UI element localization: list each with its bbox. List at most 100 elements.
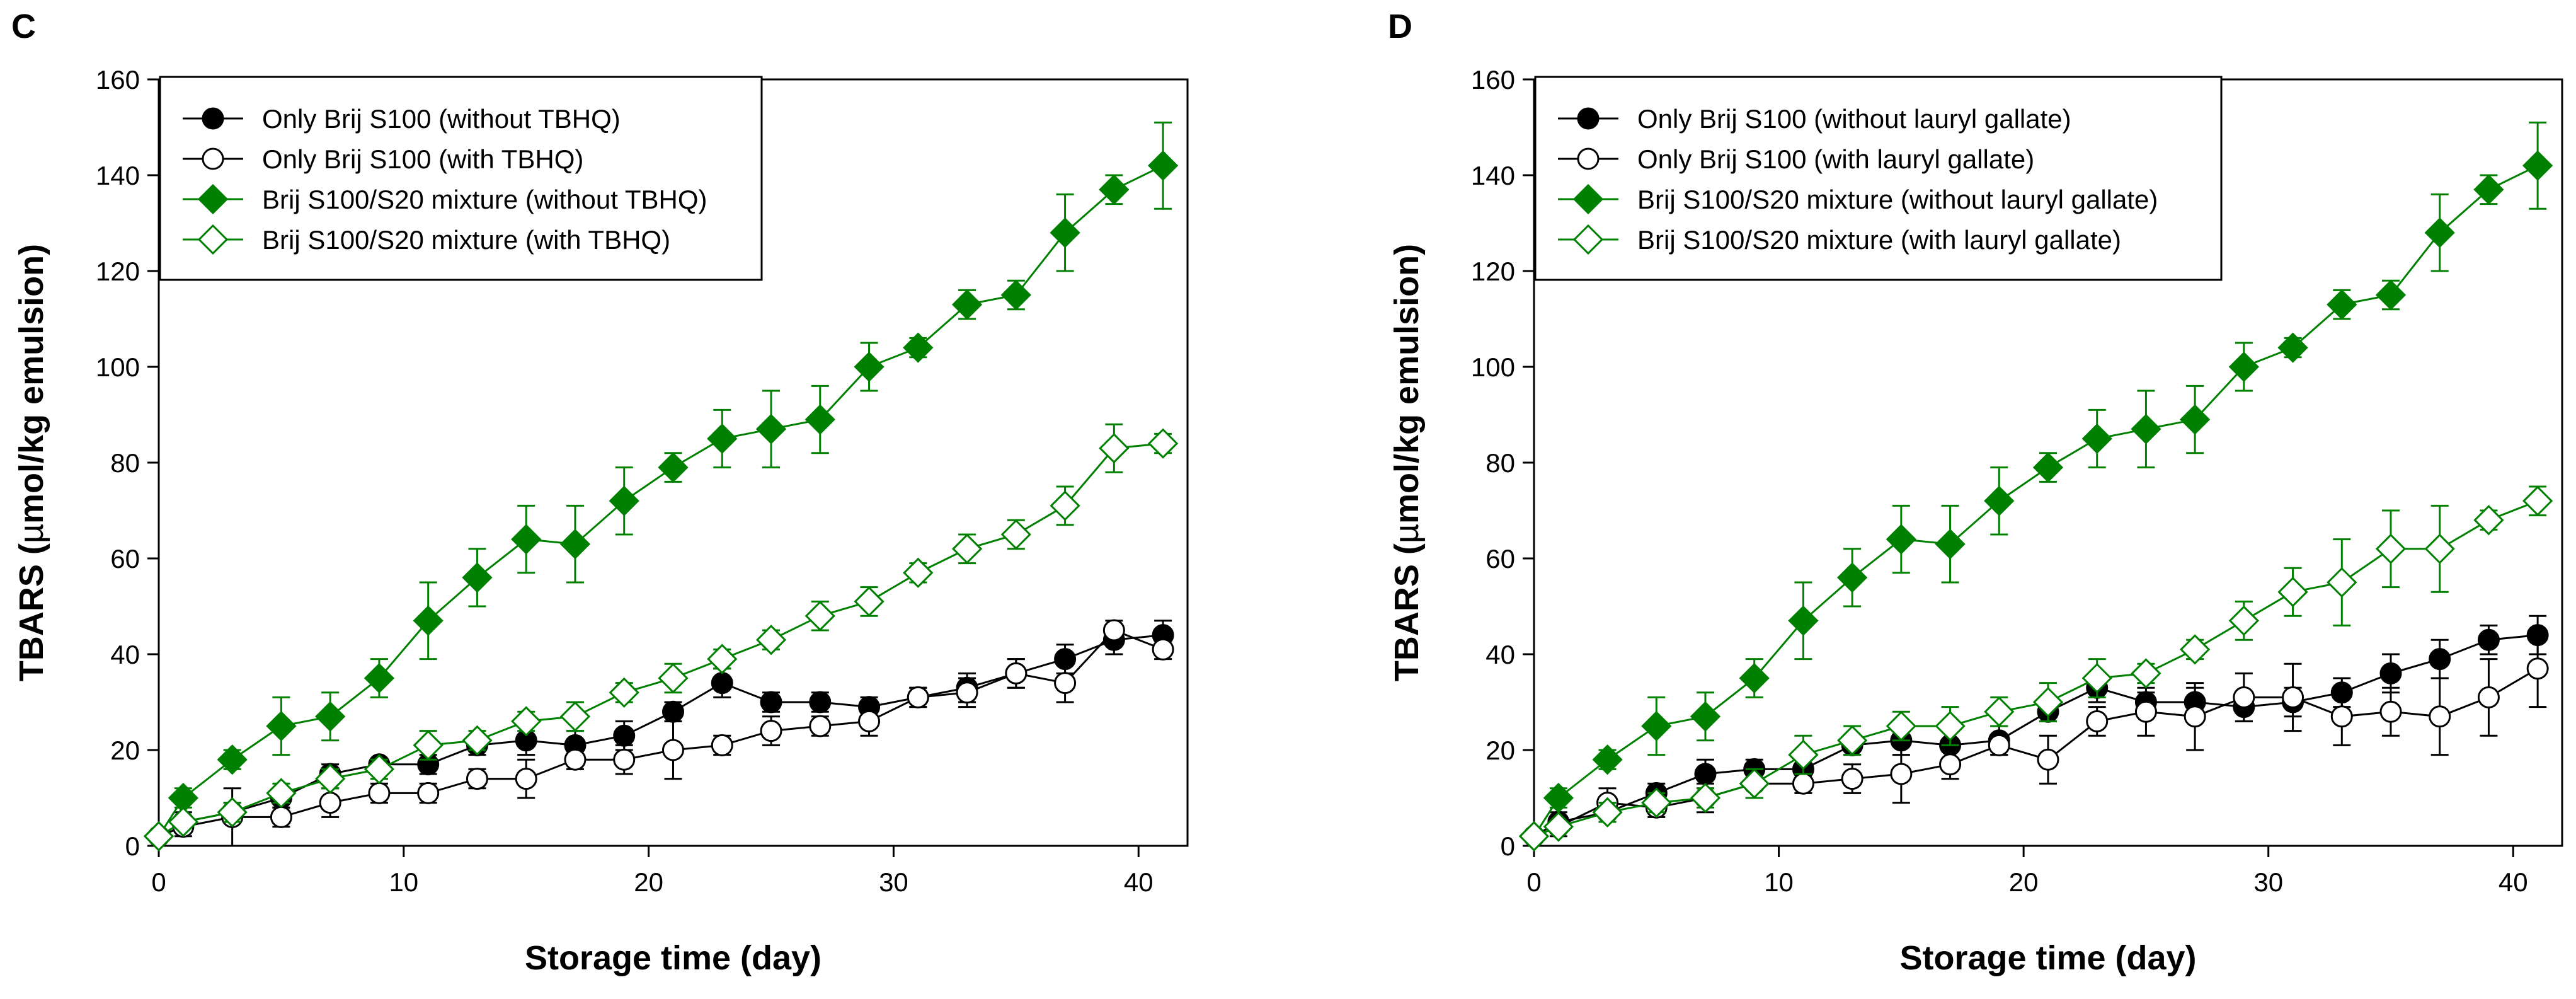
data-point (2473, 505, 2504, 536)
y-axis-title-mu: µ (1388, 524, 1426, 543)
data-point (2282, 686, 2304, 708)
legend-swatch-marker (197, 183, 229, 215)
data-point (711, 672, 733, 695)
data-point (1886, 524, 1916, 555)
series-1 (1523, 615, 2549, 848)
data-point (1050, 490, 1080, 521)
data-point (364, 662, 395, 694)
data-point (1050, 217, 1080, 248)
data-point (2233, 686, 2255, 708)
y-tick-label: 140 (96, 161, 140, 190)
legend-entry-label: Only Brij S100 (with lauryl gallate) (1637, 144, 2034, 174)
data-point (1690, 782, 1721, 814)
data-point (658, 452, 689, 483)
data-point (466, 768, 488, 790)
data-point (2379, 700, 2402, 723)
y-tick-label: 0 (125, 831, 140, 861)
y-tick-label: 20 (110, 736, 140, 765)
legend: Only Brij S100 (without TBHQ) Only Brij S… (159, 76, 763, 281)
data-point (903, 557, 934, 588)
data-point (755, 625, 787, 655)
data-point (2131, 658, 2161, 689)
legend-swatch-marker (1572, 224, 1604, 255)
legend-entry-label: Only Brij S100 (with TBHQ) (262, 144, 583, 174)
y-tick-label: 40 (110, 640, 140, 669)
data-point (1543, 782, 1574, 814)
data-point (1788, 739, 1819, 770)
series-line (1533, 500, 2538, 838)
y-tick-label: 100 (1471, 352, 1515, 382)
y-tick-label: 80 (110, 448, 140, 478)
data-point (711, 734, 733, 756)
data-point (1984, 485, 2015, 516)
data-point (266, 778, 297, 809)
y-axis-title-prefix: TBARS ( (13, 543, 50, 681)
y-tick-label: 120 (1471, 257, 1515, 286)
data-point (1641, 787, 1672, 818)
legend-entry-label: Brij S100/S20 mixture (without TBHQ) (262, 185, 707, 214)
data-point (2086, 710, 2109, 732)
data-point (1694, 763, 1717, 785)
legend-entry-label: Only Brij S100 (without lauryl gallate) (1637, 104, 2071, 134)
y-axis-title-suffix: mol/kg emulsion) (1388, 244, 1426, 524)
data-point (2375, 533, 2407, 564)
data-point (1886, 710, 1916, 742)
data-point (707, 644, 738, 674)
y-tick-label: 0 (1501, 831, 1515, 861)
data-point (1792, 772, 1814, 795)
x-tick-label: 20 (634, 867, 663, 897)
data-point (2330, 705, 2353, 728)
y-tick-label: 140 (1471, 161, 1515, 190)
y-tick-label: 160 (96, 65, 140, 95)
data-point (1592, 744, 1623, 775)
series-line (157, 165, 1164, 837)
data-point (1837, 562, 1868, 593)
data-point (804, 601, 835, 632)
data-point (462, 562, 493, 593)
panel-label: D (1388, 8, 1412, 45)
x-tick-label: 0 (1526, 867, 1541, 897)
data-point (2131, 413, 2161, 444)
y-tick-label: 100 (96, 352, 140, 382)
legend-box (159, 76, 763, 281)
legend-swatch-marker (1572, 183, 1604, 215)
data-point (559, 701, 591, 732)
legend-entry-label: Brij S100/S20 mixture (with TBHQ) (262, 225, 670, 255)
data-point (2477, 628, 2500, 651)
data-point (1841, 768, 1863, 790)
data-point (2429, 705, 2451, 728)
data-point (2327, 567, 2357, 598)
data-point (2032, 452, 2064, 483)
data-point (2184, 705, 2206, 728)
data-point (2327, 289, 2357, 320)
y-axis-title: TBARS (µmol/kg emulsion) (1388, 244, 1426, 681)
data-point (854, 351, 884, 383)
data-point (613, 724, 636, 747)
data-point (143, 821, 175, 852)
data-point (1102, 619, 1125, 642)
legend-swatch-marker (202, 107, 224, 130)
data-point (559, 529, 591, 560)
x-tick-label: 20 (2009, 867, 2039, 897)
data-point (2081, 423, 2112, 454)
x-tick-label: 30 (879, 867, 908, 897)
data-point (1543, 811, 1574, 842)
x-tick-label: 0 (151, 867, 166, 897)
data-point (315, 701, 346, 732)
data-point (804, 404, 835, 435)
legend-box (1534, 76, 2223, 281)
data-point (1641, 710, 1672, 742)
series-line (158, 442, 1164, 838)
data-point (2032, 686, 2064, 718)
data-point (1000, 279, 1031, 311)
data-point (319, 792, 341, 814)
x-axis-title: Storage time (day) (525, 939, 821, 977)
data-point (755, 413, 787, 444)
data-point (168, 806, 199, 838)
data-point (2522, 150, 2553, 181)
data-point (1939, 753, 1962, 776)
y-tick-label: 60 (1485, 544, 1515, 574)
data-point (2037, 748, 2059, 771)
data-point (2522, 485, 2553, 516)
y-tick-label: 20 (1485, 736, 1515, 765)
